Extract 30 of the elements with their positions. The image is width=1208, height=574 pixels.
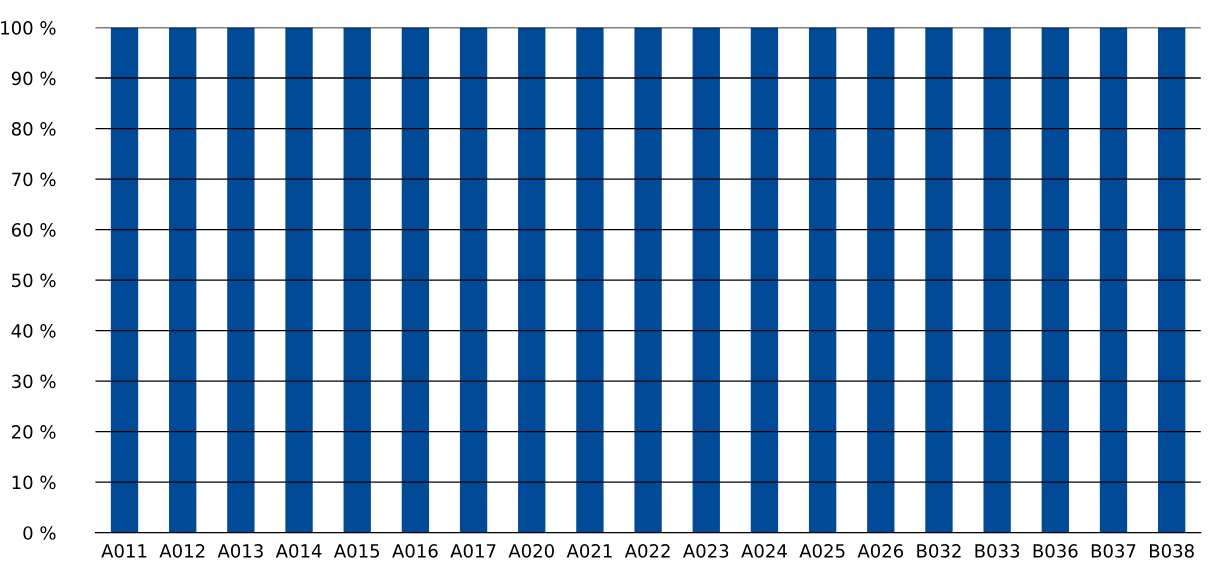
- x-tick-label: B036: [1033, 544, 1078, 558]
- y-tick-label: 70 %: [12, 172, 56, 187]
- y-tick-label: 40 %: [11, 324, 56, 338]
- y-tick-label: 50 %: [12, 273, 56, 288]
- y-tick-label: 90 %: [11, 71, 56, 86]
- x-tick-label: A015: [333, 544, 380, 558]
- y-tick-label: 10 %: [12, 475, 56, 490]
- x-tick-label: A024: [741, 544, 787, 558]
- y-tick-label: 80 %: [11, 122, 56, 136]
- y-tick-label: 60 %: [11, 223, 56, 237]
- x-tick-label: A013: [217, 544, 263, 558]
- x-tick-label: A011: [101, 544, 147, 558]
- x-tick-label: A025: [799, 544, 845, 558]
- x-tick-label: B038: [1150, 544, 1194, 558]
- y-tick-label: 20 %: [12, 425, 56, 439]
- x-tick-label: A022: [624, 544, 670, 558]
- x-tick-label: A016: [392, 544, 438, 558]
- y-tick-label: 100 %: [1, 21, 56, 35]
- x-tick-label: A017: [450, 544, 496, 558]
- x-tick-label: A020: [508, 544, 554, 558]
- y-tick-label: 0 %: [23, 526, 56, 540]
- x-tick-label: A014: [275, 544, 322, 558]
- x-tick-label: A012: [159, 544, 205, 558]
- x-tick-label: B033: [975, 544, 1020, 558]
- x-tick-label: A021: [566, 544, 612, 558]
- x-tick-label: A023: [683, 544, 729, 558]
- x-tick-label: B032: [917, 544, 961, 558]
- y-tick-label: 30 %: [12, 374, 56, 389]
- x-tick-label: A026: [857, 544, 904, 558]
- x-tick-label: B037: [1091, 544, 1136, 558]
